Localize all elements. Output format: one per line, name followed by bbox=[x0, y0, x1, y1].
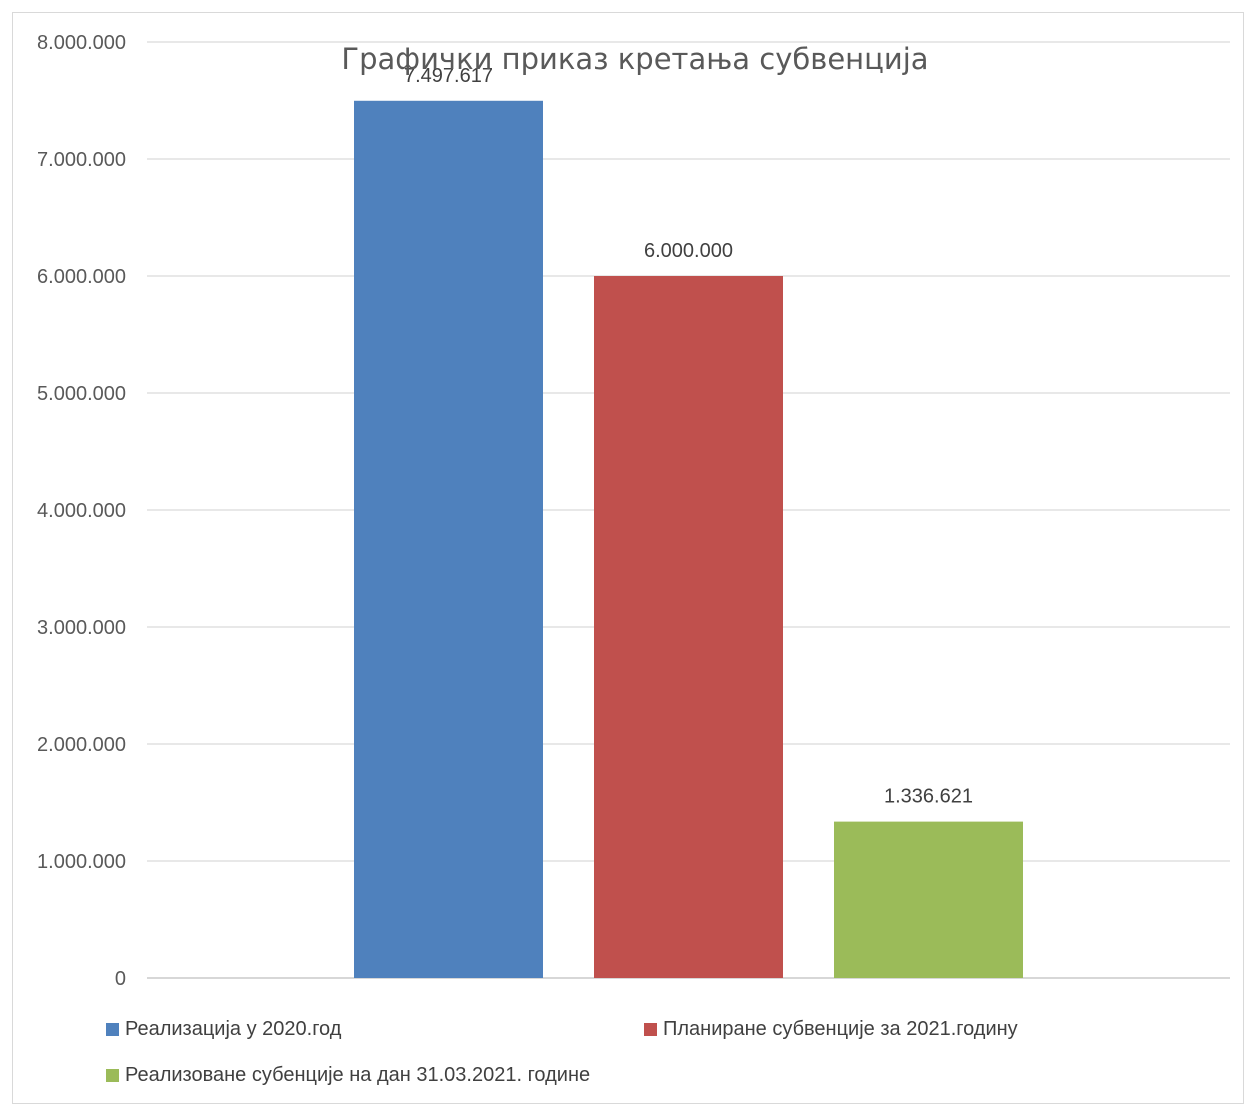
y-tick-label: 7.000.000 bbox=[37, 149, 126, 171]
y-tick-label: 3.000.000 bbox=[37, 617, 126, 639]
bar-0 bbox=[354, 100, 543, 978]
data-label-2: 1.336.621 bbox=[884, 786, 973, 808]
y-tick-label: 5.000.000 bbox=[37, 383, 126, 405]
y-tick-label: 2.000.000 bbox=[37, 734, 126, 756]
chart-title: Графички приказ кретања субвенција bbox=[341, 42, 928, 76]
bars bbox=[354, 100, 1023, 978]
y-tick-label: 0 bbox=[115, 968, 126, 990]
data-label-1: 6.000.000 bbox=[644, 240, 733, 262]
y-tick-label: 8.000.000 bbox=[37, 32, 126, 54]
bar-1 bbox=[594, 276, 783, 978]
bar-2 bbox=[834, 821, 1023, 978]
y-tick-label: 1.000.000 bbox=[37, 851, 126, 873]
data-labels: 7.497.617 6.000.000 1.336.621 bbox=[404, 65, 973, 808]
y-tick-label: 6.000.000 bbox=[37, 266, 126, 288]
y-axis-ticks: 0 1.000.000 2.000.000 3.000.000 4.000.000 5.0… bbox=[37, 32, 126, 990]
y-tick-label: 4.000.000 bbox=[37, 500, 126, 522]
data-label-0: 7.497.617 bbox=[404, 65, 493, 87]
